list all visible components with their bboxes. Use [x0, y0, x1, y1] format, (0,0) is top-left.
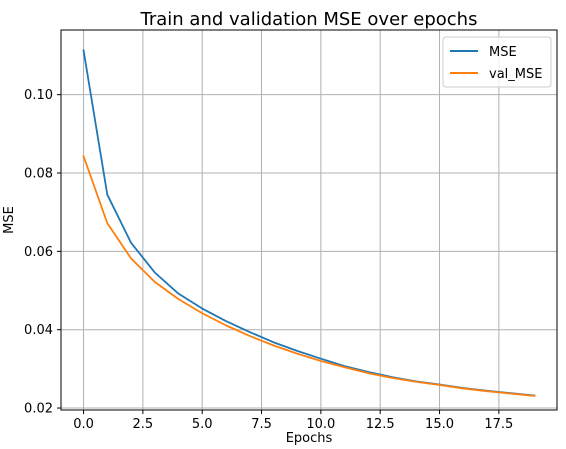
x-tick-label: 15.0 [425, 417, 454, 432]
chart-title: Train and validation MSE over epochs [140, 9, 478, 30]
y-tick-label: 0.06 [24, 245, 53, 260]
x-tick-label: 0.0 [73, 417, 94, 432]
legend-label-mse: MSE [489, 45, 517, 60]
legend-frame [442, 36, 552, 88]
x-tick-label: 10.0 [306, 417, 335, 432]
series-line-mse [82, 49, 536, 397]
x-tick-label: 17.5 [484, 417, 513, 432]
x-tick-label: 2.5 [133, 417, 154, 432]
x-tick-label: 5.0 [192, 417, 213, 432]
legend: MSE val_MSE [442, 36, 552, 88]
x-tick-label: 7.5 [251, 417, 272, 432]
axis-ticks: 0.0 2.5 5.0 7.5 10.0 12.5 15.0 17.5 0.02 0.04 0.06… [24, 88, 513, 432]
y-tick-label: 0.02 [24, 402, 53, 417]
y-tick-label: 0.04 [24, 323, 53, 338]
plot-area-frame [60, 29, 558, 411]
y-tick-label: 0.10 [24, 88, 53, 103]
series-line-val-mse [82, 154, 536, 397]
grid [61, 30, 557, 410]
legend-label-val-mse: val_MSE [489, 67, 542, 82]
x-tick-label: 12.5 [366, 417, 395, 432]
series-layer [82, 49, 536, 397]
y-axis-label: MSE [2, 206, 17, 234]
y-tick-label: 0.08 [24, 166, 53, 181]
x-axis-label: Epochs [286, 431, 333, 446]
